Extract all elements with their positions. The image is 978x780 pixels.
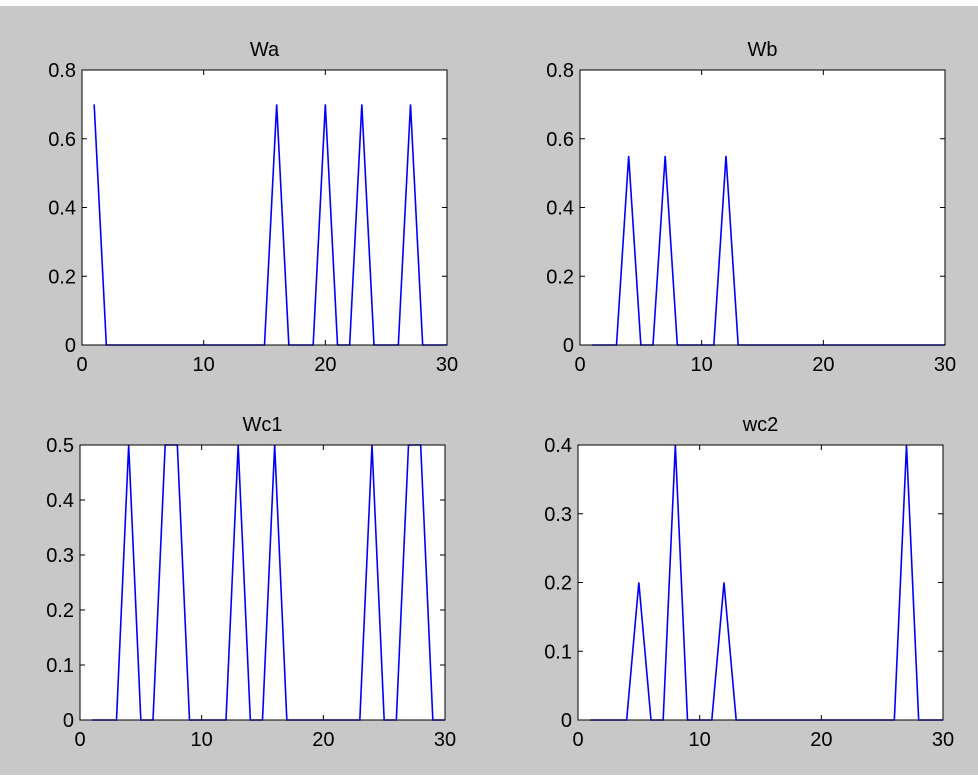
x-tick-label: 10 bbox=[193, 354, 215, 376]
y-tick-label: 0.2 bbox=[46, 600, 74, 622]
x-tick-label: 0 bbox=[574, 354, 585, 376]
axes-panel-1: 0 10 20 30 0 0.2 0.4 0.6 0.8 Wa bbox=[48, 39, 458, 376]
y-tick-label: 0.2 bbox=[546, 266, 574, 288]
y-tick-label: 0.1 bbox=[46, 655, 74, 677]
x-tick-label: 20 bbox=[314, 354, 336, 376]
chart-title: Wc1 bbox=[243, 414, 283, 436]
axes-panel-4: 0 10 20 30 0 0.1 0.2 0.3 0.4 wc2 bbox=[544, 414, 954, 751]
x-tick-label: 0 bbox=[76, 354, 87, 376]
x-tick-label: 20 bbox=[810, 729, 832, 751]
y-tick-label: 0.4 bbox=[48, 198, 76, 220]
plot-area bbox=[82, 70, 447, 345]
axes-panel-3: 0 10 20 30 0 0.1 0.2 0.3 0.4 0.5 Wc1 bbox=[46, 414, 456, 751]
plot-area bbox=[578, 445, 943, 720]
y-tick-label: 0.4 bbox=[546, 198, 574, 220]
top-strip bbox=[0, 0, 978, 6]
x-tick-label: 20 bbox=[312, 729, 334, 751]
chart-title: Wb bbox=[748, 39, 778, 61]
x-tick-label: 30 bbox=[934, 354, 956, 376]
x-tick-label: 20 bbox=[812, 354, 834, 376]
y-tick-label: 0.6 bbox=[546, 129, 574, 151]
y-tick-label: 0.4 bbox=[46, 490, 74, 512]
y-tick-label: 0.1 bbox=[544, 641, 572, 663]
y-tick-label: 0 bbox=[561, 710, 572, 732]
y-tick-label: 0 bbox=[63, 710, 74, 732]
y-tick-label: 0.3 bbox=[544, 504, 572, 526]
chart-title: wc2 bbox=[742, 414, 779, 436]
y-tick-label: 0.2 bbox=[48, 266, 76, 288]
y-tick-label: 0.5 bbox=[46, 435, 74, 457]
y-tick-label: 0 bbox=[65, 335, 76, 357]
x-tick-label: 10 bbox=[689, 729, 711, 751]
x-tick-label: 0 bbox=[74, 729, 85, 751]
y-tick-label: 0.2 bbox=[544, 573, 572, 595]
y-tick-label: 0.3 bbox=[46, 545, 74, 567]
x-tick-label: 30 bbox=[932, 729, 954, 751]
x-tick-label: 10 bbox=[691, 354, 713, 376]
x-tick-label: 30 bbox=[434, 729, 456, 751]
chart-title: Wa bbox=[250, 39, 280, 61]
y-tick-label: 0.8 bbox=[48, 60, 76, 82]
x-tick-label: 10 bbox=[191, 729, 213, 751]
y-tick-label: 0.4 bbox=[544, 435, 572, 457]
y-tick-label: 0.6 bbox=[48, 129, 76, 151]
x-tick-label: 30 bbox=[436, 354, 458, 376]
y-tick-label: 0 bbox=[563, 335, 574, 357]
plot-area bbox=[580, 70, 945, 345]
y-tick-label: 0.8 bbox=[546, 60, 574, 82]
axes-panel-2: 0 10 20 30 0 0.2 0.4 0.6 0.8 Wb bbox=[546, 39, 956, 376]
x-tick-label: 0 bbox=[572, 729, 583, 751]
